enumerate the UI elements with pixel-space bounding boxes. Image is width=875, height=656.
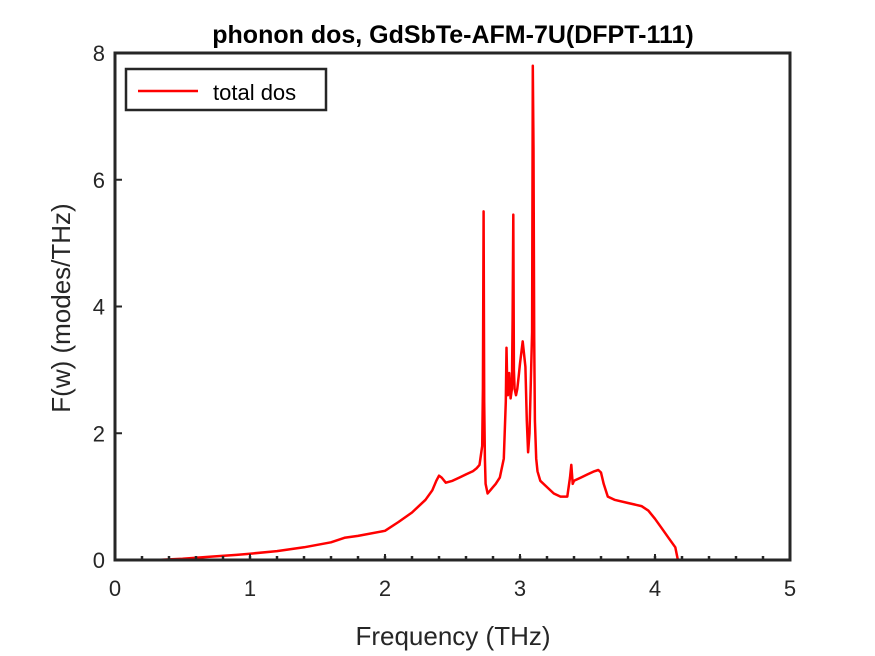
x-tick-label: 3: [514, 576, 526, 601]
x-tick-label: 0: [109, 576, 121, 601]
chart-title: phonon dos, GdSbTe-AFM-7U(DFPT-111): [212, 21, 693, 49]
plot-area: [115, 53, 790, 560]
legend-box: [124, 67, 328, 112]
legend-label-total-dos: total dos: [213, 80, 296, 105]
x-tick-label: 2: [379, 576, 391, 601]
y-tick-label: 4: [93, 295, 105, 320]
series-line-total-dos: [115, 64, 790, 562]
y-tick-label: 0: [93, 548, 105, 573]
x-tick-label: 4: [649, 576, 661, 601]
y-tick-label: 6: [93, 168, 105, 193]
x-tick-label: 5: [784, 576, 796, 601]
x-axis-label: Frequency (THz): [355, 621, 550, 651]
chart-marks: [115, 64, 790, 562]
y-tick-label: 2: [93, 421, 105, 446]
axes: 0 1 2 3 4 5 0 2 4 6 8: [93, 41, 796, 601]
x-tick-label: 1: [244, 576, 256, 601]
y-tick-label: 8: [93, 41, 105, 66]
legend: total dos: [124, 67, 328, 112]
y-axis-label: F(w) (modes/THz): [46, 203, 76, 412]
